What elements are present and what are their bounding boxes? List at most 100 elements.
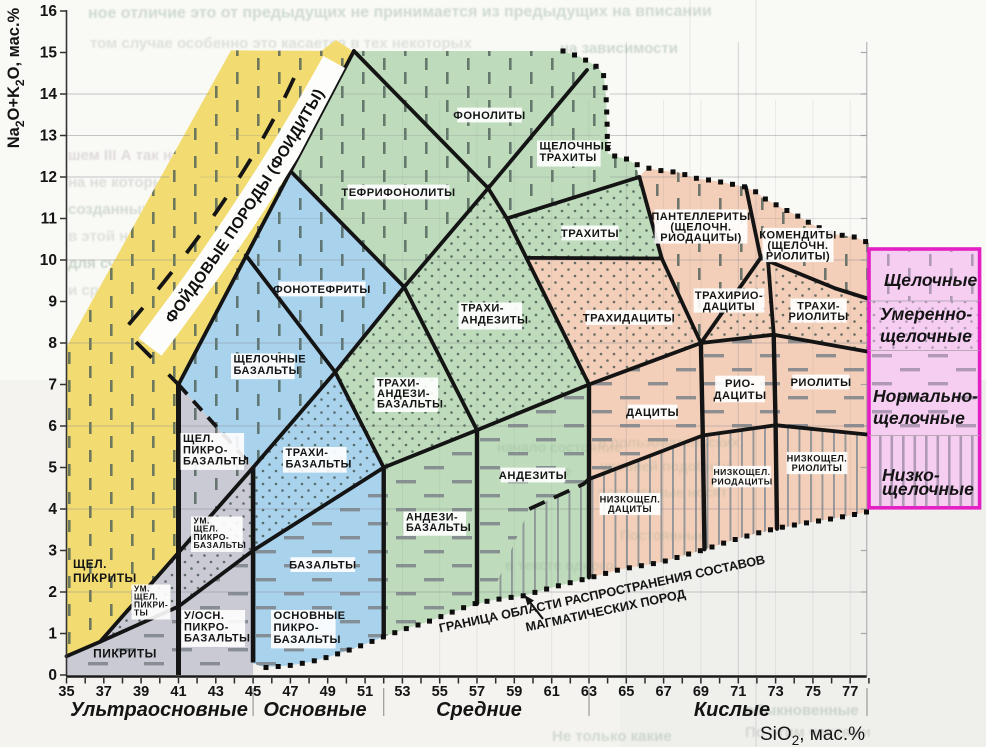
svg-text:Ультраосновные: Ультраосновные xyxy=(70,699,248,721)
svg-text:ПИКРИТЫ: ПИКРИТЫ xyxy=(73,571,137,585)
svg-text:ПИКРО-: ПИКРО- xyxy=(184,621,229,633)
svg-text:ПАНТЕЛЛЕРИТЫ: ПАНТЕЛЛЕРИТЫ xyxy=(651,211,750,223)
svg-text:КОМЕНДИТЫ: КОМЕНДИТЫ xyxy=(759,230,836,242)
svg-text:5: 5 xyxy=(48,460,57,477)
svg-text:57: 57 xyxy=(469,684,485,700)
svg-text:Нормально-: Нормально- xyxy=(873,386,978,406)
svg-text:БАЗАЛЬТЫ: БАЗАЛЬТЫ xyxy=(194,540,247,550)
svg-text:АНДЕЗИ-: АНДЕЗИ- xyxy=(377,388,430,400)
svg-text:БАЗАЛЬТЫ: БАЗАЛЬТЫ xyxy=(274,634,341,646)
svg-text:41: 41 xyxy=(170,684,186,700)
svg-text:67: 67 xyxy=(656,684,672,700)
svg-text:59: 59 xyxy=(506,684,522,700)
svg-text:ДАЦИТЫ: ДАЦИТЫ xyxy=(713,390,766,402)
svg-text:в тексте одного: в тексте одного xyxy=(505,557,614,573)
svg-text:БАЗАЛЬТЫ: БАЗАЛЬТЫ xyxy=(183,456,249,468)
svg-text:РИОЛИТЫ: РИОЛИТЫ xyxy=(789,311,849,323)
svg-text:щелочные: щелочные xyxy=(873,408,965,428)
svg-text:1: 1 xyxy=(48,626,57,643)
svg-text:РИО-: РИО- xyxy=(725,378,755,390)
svg-text:ФОНОТЕФРИТЫ: ФОНОТЕФРИТЫ xyxy=(273,284,371,296)
svg-text:БАЗАЛЬТЫ: БАЗАЛЬТЫ xyxy=(184,633,250,645)
svg-text:АНДЕЗИТЫ: АНДЕЗИТЫ xyxy=(461,315,528,327)
svg-text:ОСНОВНЫЕ: ОСНОВНЫЕ xyxy=(274,610,346,622)
svg-text:Щелочные: Щелочные xyxy=(884,270,977,290)
svg-text:РИОДАЦИТЫ): РИОДАЦИТЫ) xyxy=(660,232,742,244)
svg-text:ДАЦИТЫ: ДАЦИТЫ xyxy=(608,504,652,514)
svg-text:ЩЕЛ.: ЩЕЛ. xyxy=(194,524,219,534)
svg-text:ЩЕЛОЧНЫЕ: ЩЕЛОЧНЫЕ xyxy=(234,354,307,366)
svg-text:39: 39 xyxy=(133,684,149,700)
svg-text:65: 65 xyxy=(618,684,634,700)
svg-text:ТРАХИ-: ТРАХИ- xyxy=(797,300,840,312)
svg-text:Na2O+K2O, мас.%: Na2O+K2O, мас.% xyxy=(5,7,27,148)
svg-text:БАЗАЛЬТЫ: БАЗАЛЬТЫ xyxy=(289,560,356,572)
svg-text:ЩЕЛ.: ЩЕЛ. xyxy=(73,557,107,571)
svg-text:Постоянные: Постоянные xyxy=(620,527,706,543)
svg-text:3: 3 xyxy=(48,543,57,560)
svg-text:ЩЕЛ.: ЩЕЛ. xyxy=(183,433,214,445)
svg-text:37: 37 xyxy=(96,684,112,700)
svg-text:ТРАХИ-: ТРАХИ- xyxy=(377,378,420,390)
svg-text:7: 7 xyxy=(48,377,57,394)
svg-text:49: 49 xyxy=(320,684,336,700)
svg-text:15: 15 xyxy=(40,45,58,62)
svg-text:РИОЛИТЫ): РИОЛИТЫ) xyxy=(766,250,830,262)
svg-text:БАЗАЛЬТЫ: БАЗАЛЬТЫ xyxy=(377,399,443,411)
svg-text:НИЗКОЩЕЛ.: НИЗКОЩЕЛ. xyxy=(600,495,661,505)
svg-text:ДАЦИТЫ: ДАЦИТЫ xyxy=(703,301,755,313)
svg-text:(ЩЕЛОЧН.: (ЩЕЛОЧН. xyxy=(767,240,828,252)
svg-text:ТРАХИРИО-: ТРАХИРИО- xyxy=(695,290,763,302)
svg-text:SiO2, мас.%: SiO2, мас.% xyxy=(760,724,865,747)
svg-text:4: 4 xyxy=(48,501,57,518)
svg-text:77: 77 xyxy=(842,684,858,700)
svg-text:Основные: Основные xyxy=(263,699,366,721)
svg-text:ТРАХИ-: ТРАХИ- xyxy=(286,447,329,459)
svg-text:43: 43 xyxy=(208,684,224,700)
svg-text:ТРАХИТЫ: ТРАХИТЫ xyxy=(540,152,597,164)
svg-text:55: 55 xyxy=(432,684,448,700)
svg-text:11: 11 xyxy=(41,211,58,228)
svg-text:Умеренно-: Умеренно- xyxy=(880,304,972,324)
svg-text:ТРАХИ-: ТРАХИ- xyxy=(461,303,504,315)
svg-text:73: 73 xyxy=(768,684,784,700)
svg-text:РИОЛИТЫ: РИОЛИТЫ xyxy=(792,463,843,473)
svg-text:АНДЕЗИ-: АНДЕЗИ- xyxy=(406,511,458,523)
svg-text:8: 8 xyxy=(48,335,57,352)
svg-text:По этим частями: По этим частями xyxy=(745,724,871,741)
svg-text:ное отличие это от предыдущих: ное отличие это от предыдущих не принима… xyxy=(88,3,712,22)
svg-text:УМ.: УМ. xyxy=(194,516,210,526)
svg-text:ДАЦИТЫ: ДАЦИТЫ xyxy=(626,407,679,419)
svg-text:РИОЛИТЫ: РИОЛИТЫ xyxy=(790,377,851,389)
svg-text:БАЗАЛЬТЫ: БАЗАЛЬТЫ xyxy=(406,522,471,534)
svg-text:Не только какие: Не только какие xyxy=(552,728,672,745)
svg-text:2: 2 xyxy=(48,584,57,601)
svg-text:ЩЕЛОЧНЫЕ: ЩЕЛОЧНЫЕ xyxy=(540,141,613,153)
svg-text:Средние: Средние xyxy=(436,699,522,721)
svg-text:14: 14 xyxy=(40,86,58,103)
svg-text:ЩЕЛ.: ЩЕЛ. xyxy=(134,591,158,601)
svg-text:щелочные: щелочные xyxy=(880,326,972,346)
svg-text:ТЕФРИФОНОЛИТЫ: ТЕФРИФОНОЛИТЫ xyxy=(341,187,455,199)
svg-text:РИОДАЦИТЫ: РИОДАЦИТЫ xyxy=(711,476,772,486)
svg-text:том случае особенно это касает: том случае особенно это касается в тех н… xyxy=(90,35,472,52)
svg-text:ПИКРО-: ПИКРО- xyxy=(274,622,320,634)
svg-text:ПИКРИ-: ПИКРИ- xyxy=(134,599,168,609)
svg-text:обыкновенные: обыкновенные xyxy=(745,702,859,719)
svg-text:на зависимости: на зависимости xyxy=(560,40,678,57)
svg-text:УМ.: УМ. xyxy=(134,583,150,593)
svg-text:10: 10 xyxy=(40,252,57,269)
svg-text:69: 69 xyxy=(693,684,709,700)
svg-text:12: 12 xyxy=(40,169,57,186)
svg-text:ПИКРО-: ПИКРО- xyxy=(183,444,228,456)
svg-text:6: 6 xyxy=(48,418,57,435)
svg-text:Низко-: Низко- xyxy=(882,465,940,485)
svg-text:У/ОСН.: У/ОСН. xyxy=(184,610,224,622)
svg-text:71: 71 xyxy=(730,684,746,700)
svg-text:НИЗКОЩЕЛ.: НИЗКОЩЕЛ. xyxy=(787,454,848,464)
svg-text:ФОНОЛИТЫ: ФОНОЛИТЫ xyxy=(453,110,525,122)
svg-text:ПИКРО-: ПИКРО- xyxy=(194,532,230,542)
svg-text:(ЩЕЛОЧН.: (ЩЕЛОЧН. xyxy=(670,222,731,234)
svg-text:13: 13 xyxy=(40,128,58,145)
svg-text:0: 0 xyxy=(48,667,57,684)
